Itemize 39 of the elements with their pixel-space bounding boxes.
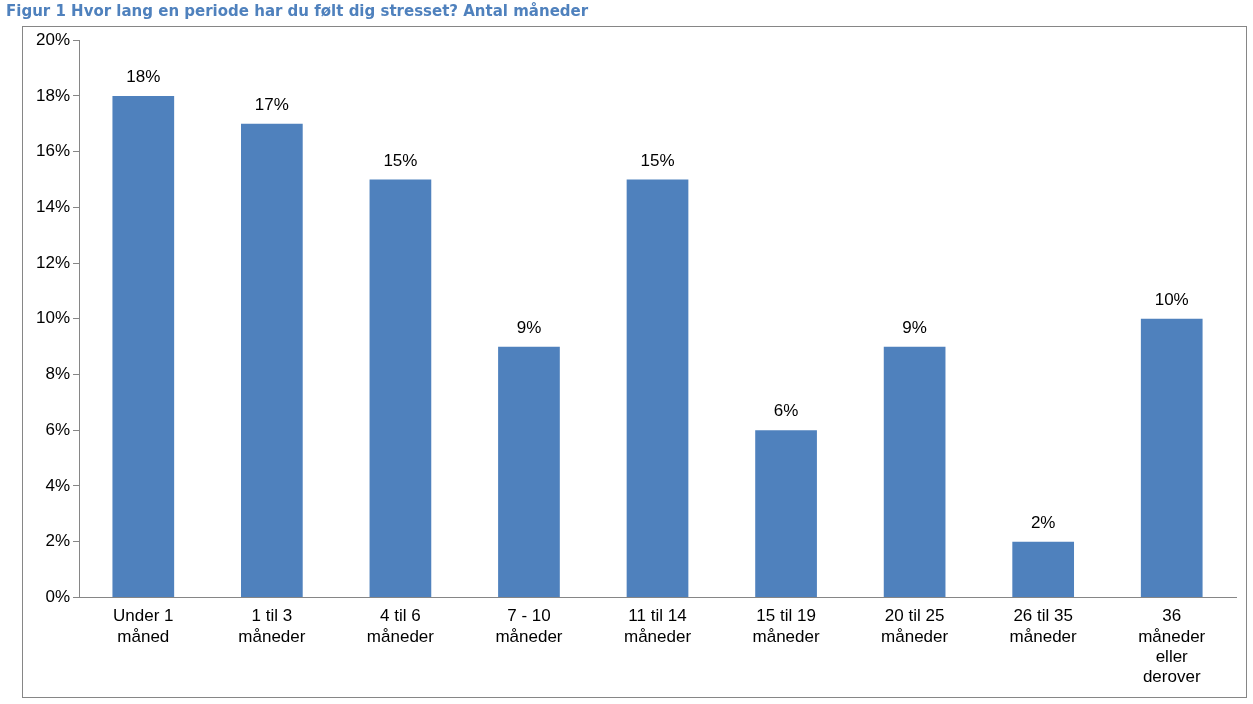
- bar: [241, 123, 303, 597]
- x-tick-label: 20 til 25 måneder: [881, 606, 949, 646]
- x-tick-label: 26 til 35 måneder: [1009, 606, 1078, 646]
- y-tick-label: 8%: [45, 364, 71, 384]
- y-tick-label: 0%: [45, 587, 71, 607]
- x-tick-label: 11 til 14 måneder: [623, 606, 692, 646]
- bar: [1012, 541, 1075, 597]
- x-tick-label: 1 til 3 måneder: [238, 606, 306, 646]
- data-label: 9%: [516, 317, 542, 337]
- data-label: 15%: [383, 150, 418, 170]
- y-tick-label: 16%: [35, 141, 71, 161]
- bar: [112, 95, 175, 597]
- data-label: 17%: [254, 94, 289, 114]
- data-label: 18%: [126, 67, 161, 87]
- y-tick-label: 10%: [35, 308, 71, 328]
- y-tick-label: 14%: [35, 197, 71, 217]
- bar: [498, 346, 560, 597]
- x-tick-label: 15 til 19 måneder: [752, 606, 820, 646]
- chart-title: Figur 1 Hvor lang en periode har du følt dig stresset? Antal måneder: [6, 2, 590, 20]
- data-label: 10%: [1154, 289, 1189, 309]
- data-label: 9%: [902, 317, 927, 337]
- bar: [1140, 318, 1203, 597]
- x-tick-label: 7 - 10 måneder: [495, 606, 563, 646]
- x-tick-label: Under 1 måned: [113, 606, 174, 646]
- y-tick-label: 18%: [35, 85, 71, 105]
- y-tick-label: 12%: [35, 252, 71, 272]
- y-tick-label: 6%: [45, 419, 71, 439]
- y-tick-label: 2%: [45, 531, 71, 551]
- bar: [369, 179, 432, 597]
- data-label: 2%: [1030, 512, 1056, 532]
- y-tick-label: 20%: [35, 29, 71, 49]
- x-tick-label: 4 til 6 måneder: [366, 606, 435, 646]
- bar: [626, 179, 689, 597]
- data-label: 6%: [773, 401, 799, 421]
- y-tick-label: 4%: [45, 475, 71, 495]
- bar: [755, 430, 817, 597]
- bar: [883, 346, 946, 597]
- data-label: 15%: [640, 150, 675, 170]
- x-tick-label: 36 måneder eller derover: [1138, 606, 1206, 687]
